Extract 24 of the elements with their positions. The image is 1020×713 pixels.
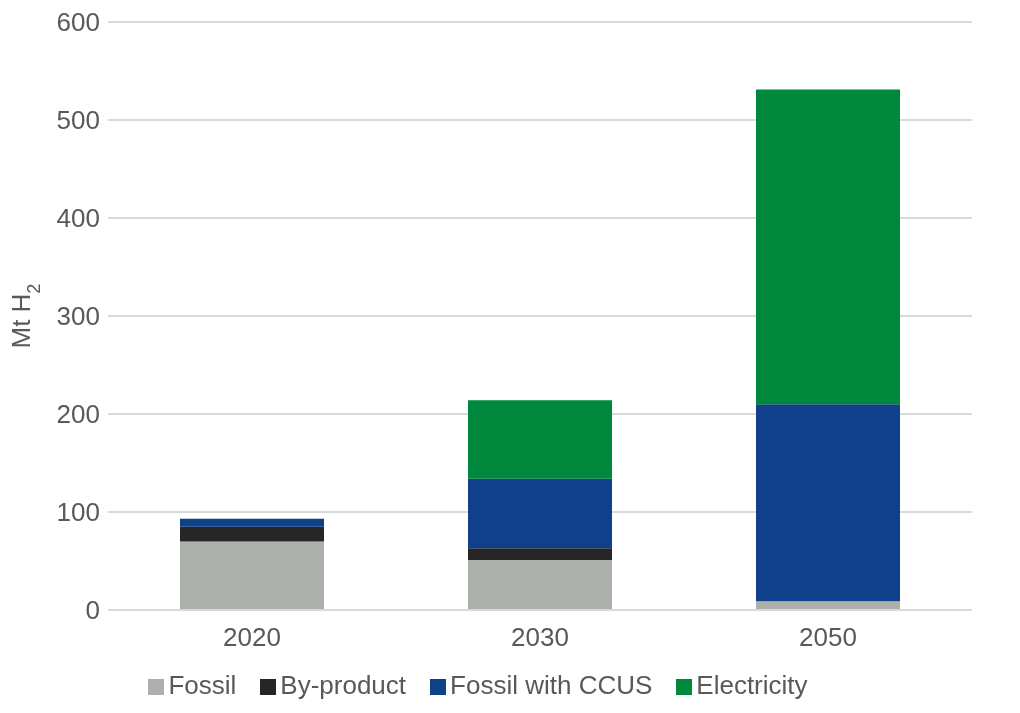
bar — [180, 541, 324, 610]
legend-label: By-product — [280, 670, 407, 700]
y-tick-label: 100 — [56, 497, 100, 528]
legend-label: Electricity — [696, 670, 808, 700]
y-tick-label: 200 — [56, 399, 100, 430]
y-tick-label: 0 — [85, 595, 100, 626]
bar — [468, 560, 612, 610]
x-tick-label: 2020 — [223, 622, 281, 653]
bar — [756, 89, 900, 405]
legend-label: Fossil with CCUS — [450, 670, 653, 700]
legend-label: Fossil — [168, 670, 237, 700]
y-tick-label: 400 — [56, 203, 100, 234]
bar — [468, 400, 612, 479]
bar — [180, 526, 324, 542]
x-tick-label: 2030 — [511, 622, 569, 653]
bar — [468, 478, 612, 549]
y-tick-label: 600 — [56, 7, 100, 38]
bar — [756, 404, 900, 602]
y-tick-label: 500 — [56, 105, 100, 136]
x-tick-label: 2050 — [799, 622, 857, 653]
bar — [180, 518, 324, 527]
bar — [468, 548, 612, 561]
y-tick-label: 300 — [56, 301, 100, 332]
bar — [756, 601, 900, 610]
